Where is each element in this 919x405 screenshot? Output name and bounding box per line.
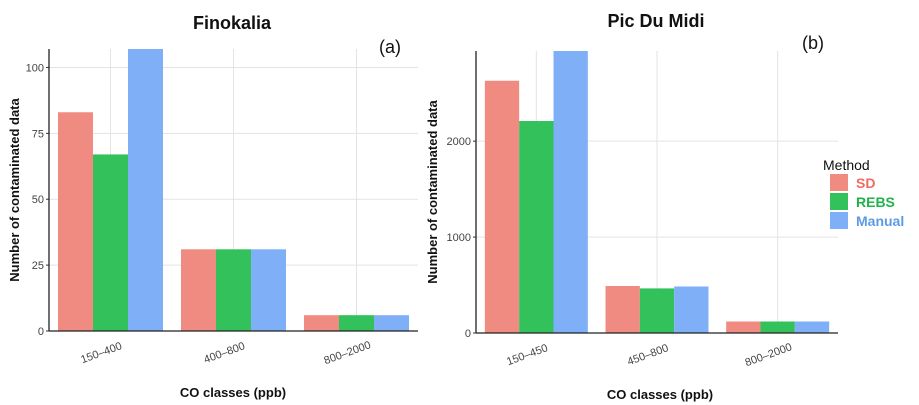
panel-a-bar-manual — [128, 49, 163, 331]
panel-b-title: Pic Du Midi — [607, 11, 704, 31]
panel-b-bars — [484, 51, 830, 333]
panel-b-bar-manual — [794, 321, 830, 333]
panel-b-bar-rebs — [519, 121, 554, 333]
panel-b-bar-manual — [553, 51, 588, 333]
panel-a-y-tick-label: 25 — [32, 260, 44, 272]
panel-a-x-ticks: 150–400 400–800 800–2000 — [79, 339, 372, 367]
panel-a-title: Finokalia — [193, 13, 272, 33]
panel-b-x-tick-label: 800–2000 — [744, 341, 794, 369]
legend-label-manual: Manual — [856, 213, 904, 229]
legend-swatch-sd — [830, 174, 848, 191]
panel-a-tag: (a) — [379, 37, 401, 57]
panel-a-x-tick-label: 800–2000 — [322, 339, 372, 367]
legend-swatch-rebs — [830, 193, 848, 210]
panel-b-x-ticks: 150–450 450–800 800–2000 — [505, 341, 794, 369]
panel-b-y-tick-label: 2000 — [447, 136, 471, 148]
panel-a-y-tick-label: 0 — [38, 326, 44, 338]
panel-b-bar-manual — [674, 286, 709, 333]
panel-b-y-tick-label: 0 — [465, 328, 471, 340]
panel-a-bar-manual — [251, 249, 286, 331]
panel-a-bar-rebs — [93, 154, 128, 331]
panel-b-tag: (b) — [802, 33, 824, 53]
panel-a-x-axis-label: CO classes (ppb) — [180, 385, 286, 400]
legend-label-sd: SD — [856, 175, 875, 191]
legend-label-rebs: REBS — [856, 194, 895, 210]
panel-b: 0 1000 2000 150–450 450–800 800–2000 Pic Du … — [425, 11, 838, 402]
panel-b-x-tick-label: 150–450 — [505, 342, 549, 368]
panel-a-y-tick-label: 100 — [26, 62, 44, 74]
panel-a-x-tick-label: 150–400 — [79, 340, 123, 366]
legend: Method SD REBS Manual — [823, 157, 904, 229]
panel-a-y-tick-label: 50 — [32, 194, 44, 206]
panel-b-bar-rebs — [760, 321, 795, 333]
panel-b-bar-sd — [726, 321, 761, 333]
panel-b-y-ticks: 0 1000 2000 — [447, 136, 476, 340]
panel-a-bar-manual — [374, 315, 409, 331]
panel-b-x-axis-label: CO classes (ppb) — [607, 387, 713, 402]
panel-a: 0 25 50 75 100 150–400 400–800 800–2000 Finoka… — [7, 13, 418, 400]
panel-b-bar-rebs — [639, 288, 675, 333]
panel-a-bar-sd — [304, 315, 339, 331]
panel-a-y-tick-label: 75 — [32, 128, 44, 140]
legend-swatch-manual — [830, 212, 848, 229]
panel-a-y-axis-label: Number of contaminated data — [7, 97, 22, 281]
panel-a-bar-rebs — [216, 249, 251, 331]
panel-a-bars — [58, 49, 409, 331]
panel-a-bar-rebs — [339, 315, 374, 331]
panel-b-y-axis-label: Number of contaminated data — [425, 99, 440, 283]
panel-b-x-tick-label: 450–800 — [626, 342, 670, 368]
panel-a-bar-sd — [181, 249, 216, 331]
panel-b-bar-sd — [605, 286, 640, 333]
panel-b-bar-sd — [484, 80, 520, 333]
legend-title: Method — [823, 157, 870, 173]
panel-a-bar-sd — [58, 112, 93, 331]
panel-a-x-tick-label: 400–800 — [202, 340, 246, 366]
panel-b-y-tick-label: 1000 — [447, 232, 471, 244]
panel-a-y-ticks: 0 25 50 75 100 — [26, 62, 49, 338]
